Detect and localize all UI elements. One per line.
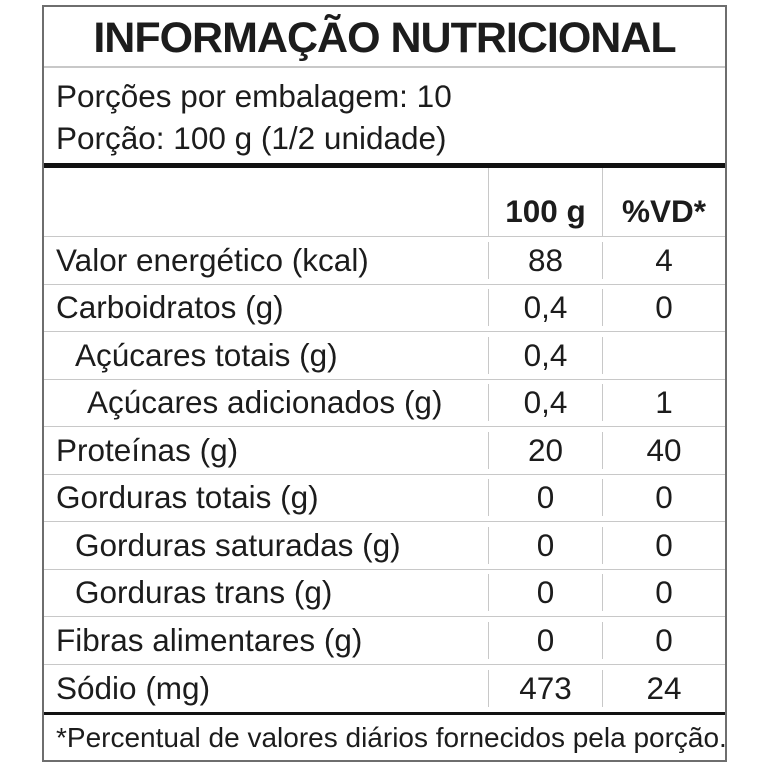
table-row: Gorduras saturadas (g) 0 0 [44, 522, 725, 570]
nutrient-name: Gorduras saturadas (g) [75, 526, 401, 563]
daily-value-footnote: *Percentual de valores diários fornecido… [56, 722, 727, 753]
table-row: Carboidratos (g) 0,4 0 [44, 285, 725, 332]
nutrition-table: 100 g %VD* Valor energético (kcal) 88 4 Car… [44, 168, 725, 712]
nutrient-daily-value: 24 [646, 669, 682, 706]
header-daily-value-column: %VD* [621, 193, 707, 229]
portion-size: Porção: 100 g (1/2 unidade) [56, 120, 447, 156]
nutrient-daily-value: 0 [655, 289, 673, 326]
table-row: Sódio (mg) 473 24 [44, 665, 725, 713]
divider-heavy-bottom [44, 712, 725, 715]
table-header-row: 100 g %VD* [44, 168, 725, 237]
table-row: Gorduras trans (g) 0 0 [44, 570, 725, 617]
nutrient-amount: 0,4 [488, 336, 603, 374]
nutrient-amount: 20 [488, 431, 603, 469]
servings-per-package: Porções por embalagem: 10 [56, 78, 452, 114]
label-title: INFORMAÇÃO NUTRICIONAL [44, 7, 725, 68]
table-body: Valor energético (kcal) 88 4 Carboidratos (… [44, 237, 725, 712]
divider-heavy-top [44, 163, 725, 168]
nutrient-amount: 88 [488, 241, 603, 279]
nutrient-name: Carboidratos (g) [56, 289, 284, 326]
nutrition-label: INFORMAÇÃO NUTRICIONAL Porções por embal… [42, 5, 727, 762]
nutrient-daily-value: 0 [655, 479, 673, 516]
nutrient-amount: 0,4 [488, 289, 603, 327]
table-row: Fibras alimentares (g) 0 0 [44, 617, 725, 665]
table-row: Proteínas (g) 20 40 [44, 427, 725, 475]
header-amount-column: 100 g [488, 168, 603, 236]
nutrient-amount: 0 [488, 526, 603, 564]
nutrient-amount: 0 [488, 621, 603, 659]
nutrient-name: Fibras alimentares (g) [56, 621, 363, 658]
nutrient-daily-value: 4 [655, 241, 673, 278]
table-row: Gorduras totais (g) 0 0 [44, 475, 725, 522]
nutrient-daily-value: 1 [655, 384, 673, 421]
nutrient-amount: 0 [488, 574, 603, 612]
nutrient-daily-value: 40 [646, 431, 682, 468]
nutrient-name: Açúcares totais (g) [75, 336, 338, 373]
nutrient-name: Valor energético (kcal) [56, 241, 369, 278]
header-nutrient-column [44, 230, 488, 236]
nutrient-daily-value: 0 [655, 526, 673, 563]
nutrient-name: Açúcares adicionados (g) [87, 384, 443, 421]
serving-info: Porções por embalagem: 10 Porção: 100 g … [44, 68, 725, 163]
nutrient-daily-value: 0 [655, 621, 673, 658]
nutrient-daily-value: 0 [655, 574, 673, 611]
nutrient-name: Gorduras totais (g) [56, 479, 319, 516]
nutrient-amount: 0,4 [488, 384, 603, 422]
table-row: Açúcares adicionados (g) 0,4 1 [44, 380, 725, 427]
nutrient-name: Gorduras trans (g) [75, 574, 333, 611]
nutrient-amount: 473 [488, 669, 603, 707]
table-row: Açúcares totais (g) 0,4 [44, 332, 725, 380]
nutrient-name: Proteínas (g) [56, 431, 239, 468]
nutrient-name: Sódio (mg) [56, 669, 211, 706]
table-row: Valor energético (kcal) 88 4 [44, 237, 725, 285]
nutrient-amount: 0 [488, 479, 603, 517]
